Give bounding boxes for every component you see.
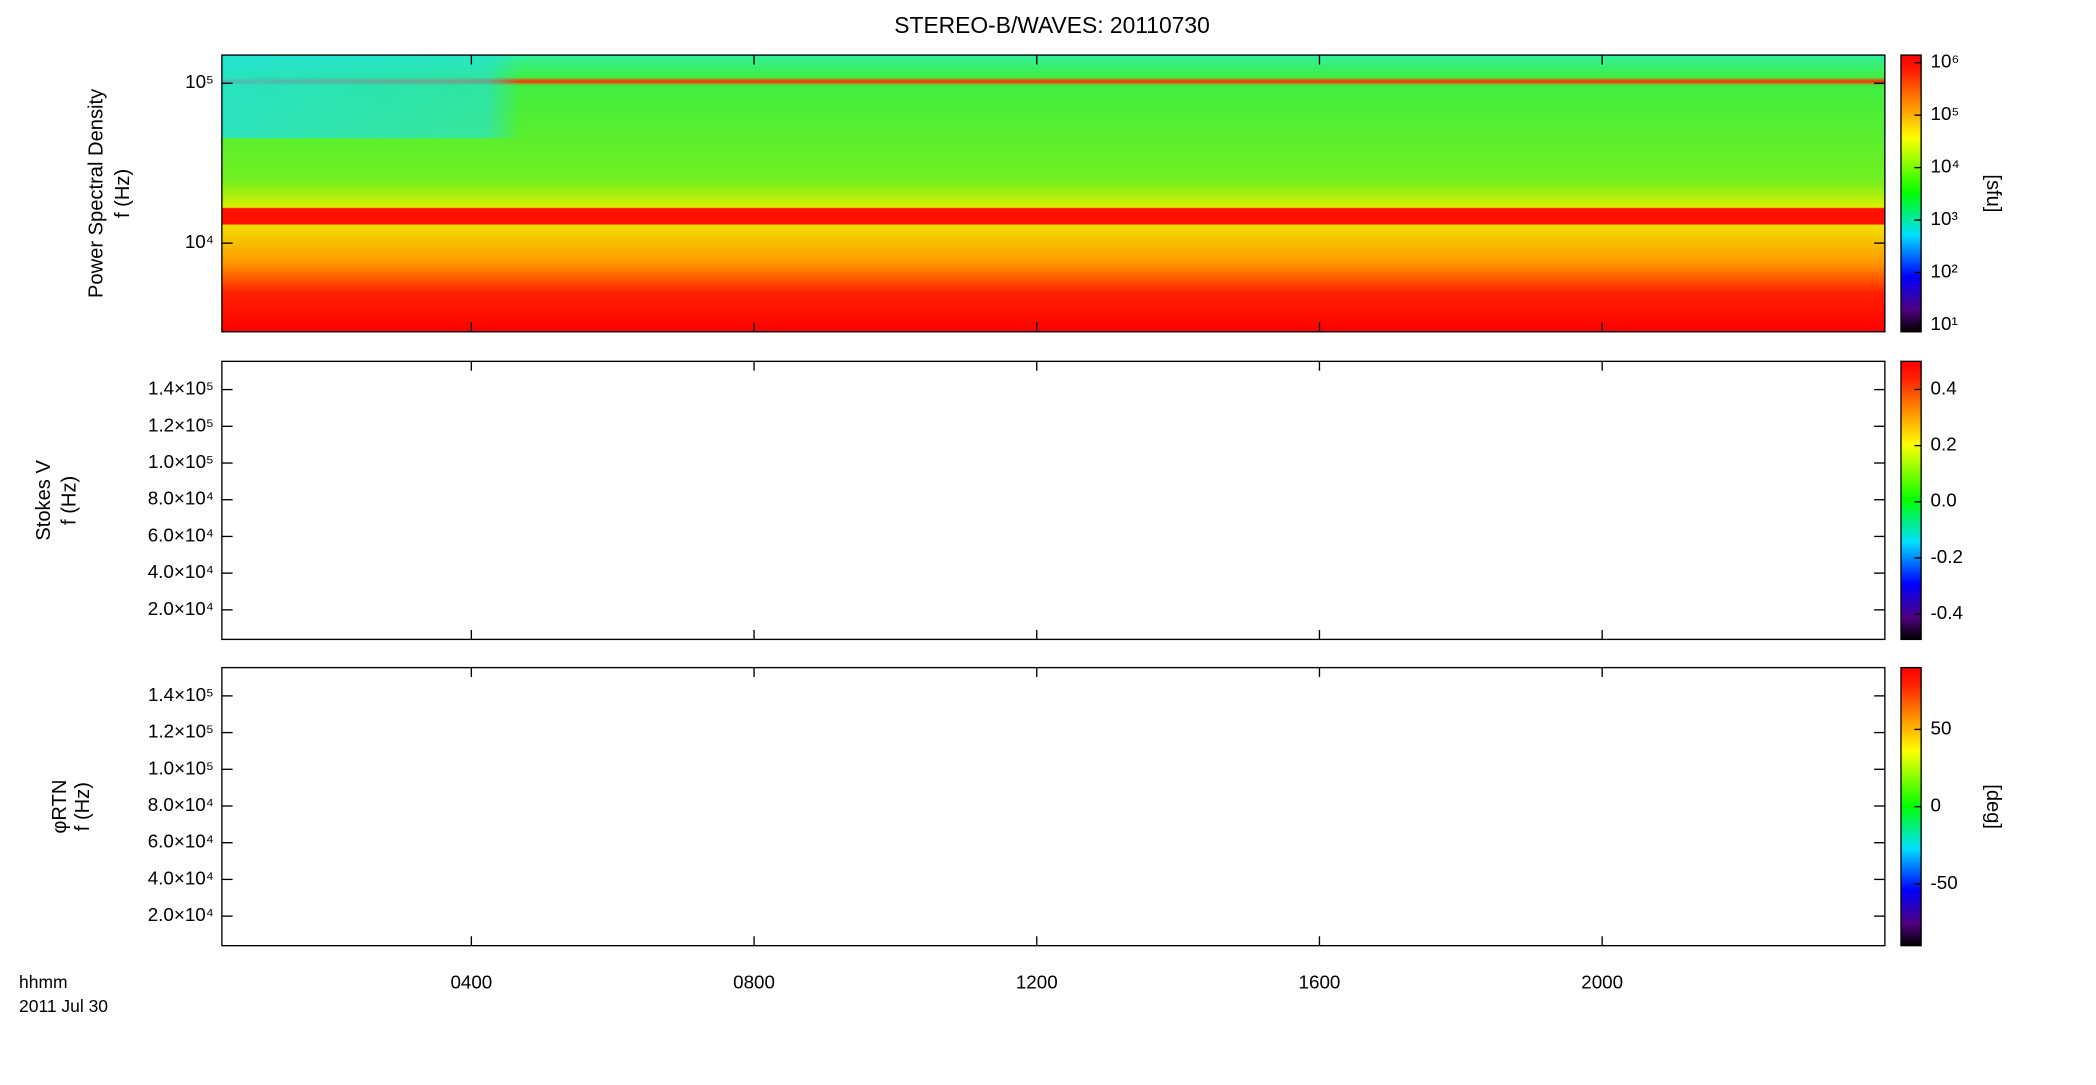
- y-axis-label: φRTN: [49, 780, 71, 834]
- colorbar-tick-label: -0.2: [1931, 546, 1963, 567]
- colorbar: [1900, 54, 1922, 333]
- spectrogram-overlay: [221, 55, 1885, 139]
- colorbar-tick-label: 10⁴: [1931, 156, 1960, 177]
- colorbar-tick-label: 10⁶: [1931, 51, 1960, 72]
- colorbar-tick-label: 0.2: [1931, 434, 1957, 455]
- colorbar-label: [sfu]: [1982, 174, 2004, 212]
- colorbar-tick-label: -50: [1931, 872, 1958, 893]
- y-tick-label: 1.4×10⁵: [148, 378, 214, 399]
- plot-frame: [221, 360, 1886, 641]
- colorbar: [1900, 360, 1922, 641]
- colorbar-tick-label: 10¹: [1931, 313, 1958, 334]
- plot-frame: [221, 666, 1886, 947]
- y-tick-label: 4.0×10⁴: [148, 561, 214, 582]
- colorbar-tick-label: 0.4: [1931, 377, 1957, 398]
- y-tick-label: 4.0×10⁴: [148, 867, 214, 888]
- y-tick-label: 6.0×10⁴: [148, 831, 214, 852]
- y-tick-label: 8.0×10⁴: [148, 488, 214, 509]
- colorbar-label: [deg]: [1982, 784, 2004, 829]
- y-tick-label: 1.2×10⁵: [148, 414, 214, 435]
- y-tick-label: 1.4×10⁵: [148, 684, 214, 705]
- colorbar-tick-label: 10²: [1931, 260, 1958, 281]
- y-tick-label: 6.0×10⁴: [148, 524, 214, 545]
- x-axis-unit: hhmm: [19, 972, 68, 992]
- x-axis-date: 2011 Jul 30: [19, 996, 108, 1016]
- y-tick-label: 1.2×10⁵: [148, 721, 214, 742]
- x-tick-label: 1200: [1016, 971, 1058, 992]
- colorbar-tick-label: 0.0: [1931, 490, 1957, 511]
- y-axis-label: Stokes V: [33, 460, 55, 541]
- plot-frame: [221, 54, 1886, 333]
- y-tick-label: 2.0×10⁴: [148, 904, 214, 925]
- colorbar-tick-label: 10³: [1931, 208, 1958, 229]
- colorbar-tick-label: 10⁵: [1931, 103, 1960, 124]
- y-axis-label: f (Hz): [72, 782, 94, 831]
- x-tick-label: 1600: [1299, 971, 1341, 992]
- y-tick-label: 1.0×10⁵: [148, 757, 214, 778]
- y-axis-label: Power Spectral Density: [85, 88, 107, 298]
- x-tick-label: 2000: [1581, 971, 1623, 992]
- y-tick-label: 10⁴: [185, 231, 214, 252]
- colorbar-tick-label: 0: [1931, 795, 1941, 816]
- colorbar-tick-label: 50: [1931, 717, 1952, 738]
- x-tick-label: 0400: [450, 971, 492, 992]
- y-axis-label: f (Hz): [58, 476, 80, 525]
- y-tick-label: 10⁵: [185, 71, 214, 92]
- y-tick-label: 1.0×10⁵: [148, 451, 214, 472]
- y-tick-label: 2.0×10⁴: [148, 598, 214, 619]
- x-tick-label: 0800: [733, 971, 775, 992]
- y-axis-label: f (Hz): [112, 169, 134, 218]
- y-tick-label: 8.0×10⁴: [148, 794, 214, 815]
- colorbar-tick-label: -0.4: [1931, 602, 1963, 623]
- title: STEREO-B/WAVES: 20110730: [894, 12, 1210, 38]
